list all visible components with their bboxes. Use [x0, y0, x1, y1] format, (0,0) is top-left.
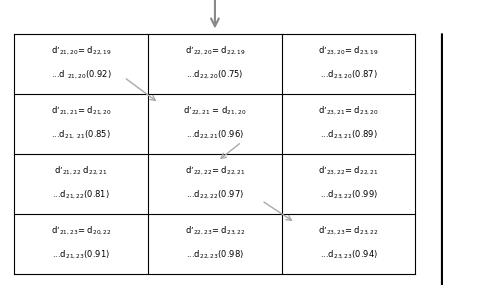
Text: d’$_{22,23}$= d$_{23,22}$: d’$_{22,23}$= d$_{23,22}$ — [185, 224, 245, 237]
Text: ...d$_{21,23}$(0.91): ...d$_{21,23}$(0.91) — [52, 248, 110, 260]
Text: ...d$_{22,22}$(0.97): ...d$_{22,22}$(0.97) — [186, 188, 244, 201]
Text: d’$_{21,22}$ d$_{22,21}$: d’$_{21,22}$ d$_{22,21}$ — [55, 164, 108, 177]
Text: ...d$_{23,22}$(0.99): ...d$_{23,22}$(0.99) — [320, 188, 378, 201]
Text: d’$_{23,22}$= d$_{22,21}$: d’$_{23,22}$= d$_{22,21}$ — [318, 164, 379, 177]
Text: ...d$_{23,21}$(0.89): ...d$_{23,21}$(0.89) — [320, 129, 377, 141]
Text: d’$_{23,20}$= d$_{23,19}$: d’$_{23,20}$= d$_{23,19}$ — [318, 45, 379, 57]
Text: ...d$_{23,23}$(0.94): ...d$_{23,23}$(0.94) — [320, 248, 378, 260]
Text: ...d $_{21,20}$(0.92): ...d $_{21,20}$(0.92) — [51, 69, 112, 81]
Text: ...d$_{22,21}$(0.96): ...d$_{22,21}$(0.96) — [186, 129, 244, 141]
Text: ...d$_{23,20}$(0.87): ...d$_{23,20}$(0.87) — [320, 69, 377, 81]
Text: d’$_{22,22}$= d$_{22,21}$: d’$_{22,22}$= d$_{22,21}$ — [185, 164, 245, 177]
Text: ...d$_{21,22}$(0.81): ...d$_{21,22}$(0.81) — [53, 188, 110, 201]
Text: d’$_{23,23}$= d$_{23,22}$: d’$_{23,23}$= d$_{23,22}$ — [318, 224, 379, 237]
Text: d’$_{22,20}$= d$_{22,19}$: d’$_{22,20}$= d$_{22,19}$ — [185, 45, 245, 57]
Text: ...d$_{22,20}$(0.75): ...d$_{22,20}$(0.75) — [186, 69, 243, 81]
Text: ...d$_{21,\ 21}$(0.85): ...d$_{21,\ 21}$(0.85) — [52, 129, 111, 141]
Text: d’$_{22,21}$ = d$_{21,20}$: d’$_{22,21}$ = d$_{21,20}$ — [183, 105, 247, 117]
Text: d’$_{23,21}$= d$_{23,20}$: d’$_{23,21}$= d$_{23,20}$ — [318, 105, 379, 117]
Text: d’$_{21,20}$= d$_{22,19}$: d’$_{21,20}$= d$_{22,19}$ — [51, 45, 112, 57]
Text: d’$_{21,23}$= d$_{20,22}$: d’$_{21,23}$= d$_{20,22}$ — [51, 224, 112, 237]
Text: d’$_{21,21}$= d$_{21,20}$: d’$_{21,21}$= d$_{21,20}$ — [51, 105, 112, 117]
Text: ...d$_{22,23}$(0.98): ...d$_{22,23}$(0.98) — [186, 248, 244, 260]
